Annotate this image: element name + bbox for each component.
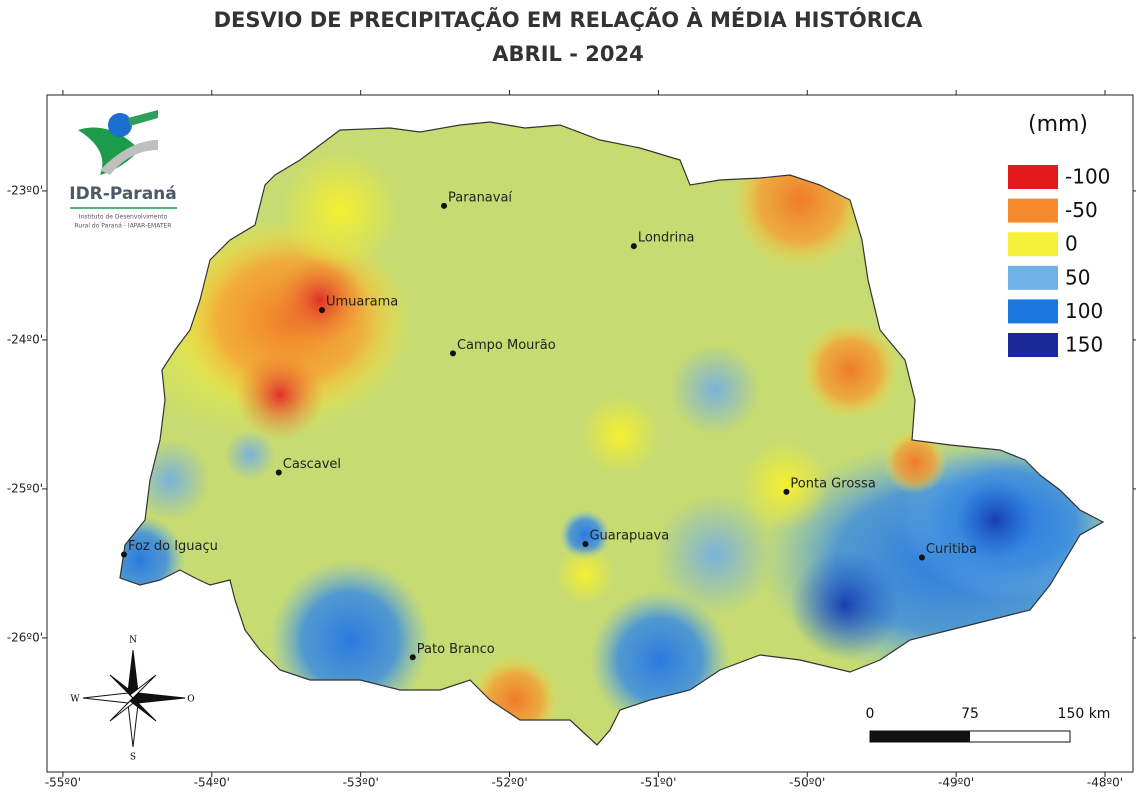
city-label: Cascavel [283,457,341,472]
x-tick-label: -51º0' [640,776,676,790]
legend-label: -100 [1065,165,1110,189]
city-label: Guarapuava [589,529,669,544]
compass-label: S [130,753,136,763]
x-tick-label: -52º0' [491,776,527,790]
subtitle: ABRIL - 2024 [492,42,643,66]
city-marker [318,307,325,314]
legend-swatch [1008,299,1058,324]
x-tick-label: -54º0' [194,776,230,790]
city-label: Foz do Iguaçu [128,539,218,554]
city-marker [120,551,127,558]
legend-label: 100 [1065,299,1103,323]
title: DESVIO DE PRECIPITAÇÃO EM RELAÇÃO À MÉDI… [214,7,924,32]
city-label: Pato Branco [417,642,495,657]
y-tick-label: -23º0' [7,183,43,197]
compass-label: O [187,695,194,705]
city-label: Paranavaí [448,190,512,205]
scale-bar-black [870,731,970,742]
legend-title: (mm) [1028,112,1088,137]
logo-line: Rural do Paraná - IAPAR-EMATER [75,223,172,230]
city-marker [409,654,416,661]
x-tick-label: -50º0' [789,776,825,790]
compass-label: W [70,695,80,705]
compass-label: N [129,636,137,646]
city-label: Curitiba [926,542,977,557]
city-label: Campo Mourão [457,338,556,353]
city-marker [918,554,925,561]
city-marker [582,541,589,548]
city-marker [630,243,637,250]
legend-swatch [1008,165,1058,189]
x-tick-label: -55º0' [45,776,81,790]
logo-line: Instituto de Desenvolvimento [79,214,168,221]
x-tick-label: -53º0' [343,776,379,790]
compass: N S W O [70,636,194,763]
legend-swatch [1008,198,1058,223]
city-label: Umuarama [326,295,398,310]
city-marker [449,350,456,357]
logo: IDR-Paraná Instituto de Desenvolvimento … [69,110,177,230]
precipitation-field [120,122,1103,745]
city-marker [441,202,448,209]
legend-label: 150 [1065,333,1103,357]
city-label: Ponta Grossa [790,476,875,491]
y-tick-label: -26º0' [7,630,43,644]
y-tick-label: -24º0' [7,332,43,346]
x-tick-label: -49º0' [938,776,974,790]
city-marker [783,488,790,495]
x-tick-label: -48º0' [1087,776,1123,790]
scale-label: 150 km [1058,706,1111,722]
legend-swatch [1008,333,1058,357]
legend-label: 0 [1065,232,1078,256]
legend-label: 50 [1065,265,1090,289]
legend-swatch [1008,232,1058,257]
scale-label: 75 [961,706,979,722]
dynamic-layer: -55º0' -54º0' -53º0' -52º0' -51º0' -50º0' -49º… [7,90,1136,790]
city-label: Londrina [638,231,695,246]
legend-label: -50 [1065,198,1098,222]
legend-swatch [1008,265,1058,290]
logo-name: IDR-Paraná [69,184,177,204]
scale-label: 0 [866,706,875,722]
city-marker [275,469,282,476]
y-tick-label: -25º0' [7,481,43,495]
